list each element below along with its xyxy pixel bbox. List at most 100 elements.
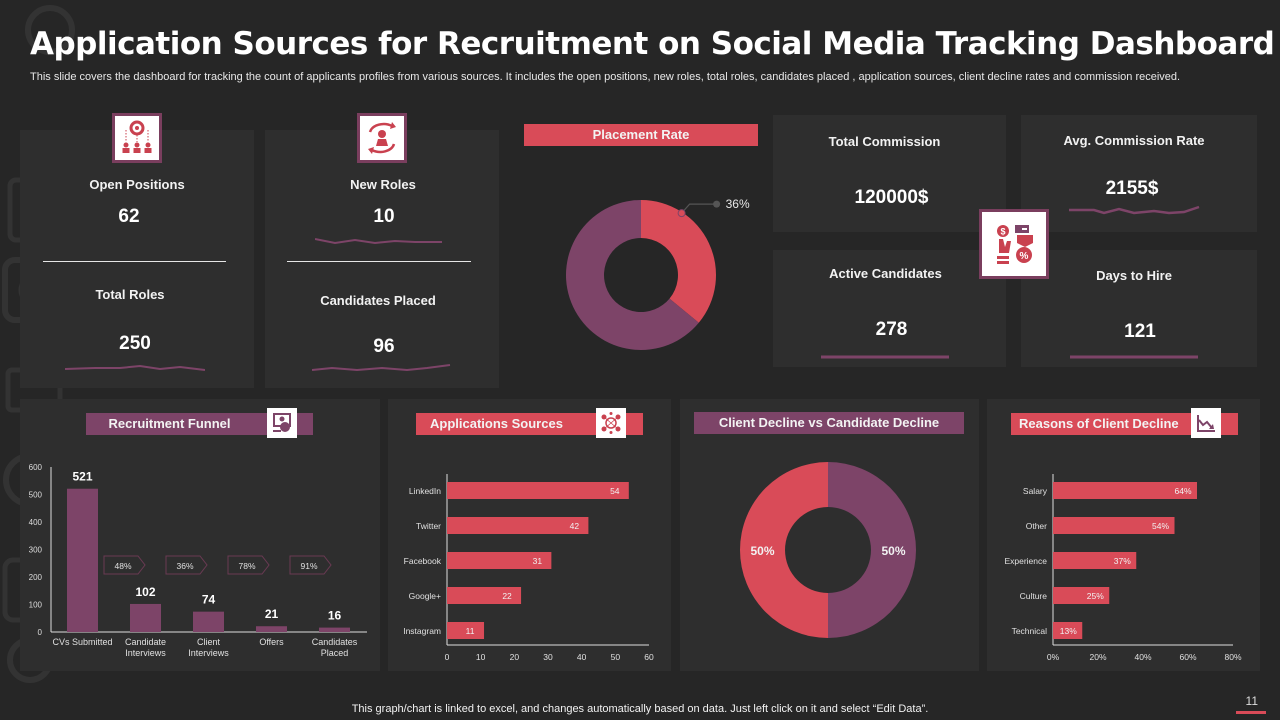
conversion-rate-badge	[227, 555, 270, 575]
y-tick-label: 300	[29, 546, 43, 555]
x-tick-label: Placed	[321, 648, 349, 658]
application-sources-header: Applications Sources	[416, 413, 643, 435]
y-tick-label: Experience	[1004, 556, 1047, 566]
bar-value-label: 25%	[1087, 591, 1104, 601]
candidates-placed-sparkline	[312, 364, 451, 372]
donut-slice-0	[828, 462, 916, 638]
network-people-icon	[596, 408, 626, 438]
bar-3	[256, 626, 287, 632]
page-title: Application Sources for Recruitment on S…	[30, 26, 1275, 62]
bar-2	[193, 611, 224, 632]
kpi-card-total-commission: Total Commission 120000$	[773, 115, 1006, 232]
x-tick-label: 20%	[1089, 652, 1106, 662]
line-chart-down-icon	[1191, 408, 1221, 438]
x-tick-label: 30	[543, 652, 553, 662]
y-tick-label: Google+	[409, 591, 441, 601]
hands-money-percent-icon: $ %	[979, 209, 1049, 279]
bar-2	[1053, 552, 1137, 569]
bar-value-label: 11	[466, 626, 475, 636]
page-subtitle: This slide covers the dashboard for trac…	[30, 71, 1181, 83]
footer-note: This graph/chart is linked to excel, and…	[351, 703, 929, 715]
x-tick-label: 50	[611, 652, 621, 662]
bar-1	[1053, 517, 1175, 534]
bar-3	[1053, 587, 1110, 604]
y-tick-label: Salary	[1023, 486, 1048, 496]
kpi-card-open-total: Open Positions 62 Total Roles 250	[20, 130, 254, 388]
x-tick-label: 20	[510, 652, 520, 662]
decline-comparison-header: Client Decline vs Candidate Decline	[694, 412, 964, 434]
bar-0	[67, 488, 98, 632]
decline-comparison-donut-chart[interactable]: 50% 50%	[720, 450, 940, 650]
y-tick-label: Facebook	[404, 556, 442, 566]
y-tick-label: Culture	[1020, 591, 1048, 601]
placement-rate-header: Placement Rate	[524, 124, 758, 146]
total-roles-sparkline	[65, 364, 205, 371]
y-tick-label: Other	[1026, 521, 1047, 531]
application-sources-card	[388, 399, 671, 671]
x-tick-label: 80%	[1224, 652, 1241, 662]
x-tick-label: 60%	[1179, 652, 1196, 662]
kpi-divider	[287, 261, 471, 262]
page-number-underline	[1236, 711, 1266, 714]
avg-commission-sparkline	[1069, 205, 1200, 215]
x-tick-label: Offers	[259, 637, 284, 647]
x-tick-label: Candidate	[125, 637, 166, 647]
bar-value-label: 54%	[1152, 521, 1169, 531]
kpi-card-active-candidates: Active Candidates 278	[773, 250, 1006, 367]
bar-value-label: 74	[202, 593, 216, 607]
conversion-rate-badge	[289, 555, 332, 575]
kpi-card-new-placed: New Roles 10 Candidates Placed 96	[265, 130, 499, 388]
svg-text:%: %	[1020, 251, 1029, 262]
y-tick-label: 500	[29, 491, 43, 500]
decline-reasons-chart[interactable]: 64% Salary 54% Other 37% Experience 25% Culture…	[987, 468, 1260, 668]
y-tick-label: 0	[38, 628, 43, 637]
bar-1	[447, 517, 589, 534]
bar-value-label: 54	[610, 486, 620, 496]
y-tick-label: Instagram	[403, 626, 441, 636]
bar-4	[447, 622, 485, 639]
x-tick-label: Interviews	[125, 648, 166, 658]
application-sources-chart[interactable]: 54 LinkedIn 42 Twitter 31 Facebook 22 Google+ 11…	[388, 468, 671, 668]
x-tick-label: 60	[644, 652, 654, 662]
leader-dot	[677, 209, 686, 218]
leader-line	[681, 203, 717, 214]
kpi-card-avg-commission: Avg. Commission Rate 2155$	[1021, 115, 1257, 232]
x-tick-label: Interviews	[188, 648, 229, 658]
x-tick-label: Candidates	[312, 637, 358, 647]
total-commission-label: Total Commission	[828, 134, 941, 149]
x-tick-label: 0%	[1047, 652, 1060, 662]
open-positions-label: Open Positions	[89, 177, 185, 192]
donut-slice-0	[641, 200, 716, 323]
y-tick-label: LinkedIn	[409, 486, 441, 496]
x-tick-label: Client	[197, 637, 221, 647]
avg-commission-rate-label: Avg. Commission Rate	[1063, 133, 1205, 148]
y-tick-label: 400	[29, 518, 43, 527]
x-tick-label: 40%	[1134, 652, 1151, 662]
conversion-rate-label: 91%	[300, 561, 317, 571]
kpi-divider	[43, 261, 226, 262]
new-roles-value: 10	[373, 206, 395, 227]
total-commission-value: 120000$	[854, 187, 929, 208]
decline-reasons-header: Reasons of Client Decline	[1011, 413, 1238, 435]
y-tick-label: 100	[29, 601, 43, 610]
bar-value-label: 31	[533, 556, 543, 566]
y-tick-label: Technical	[1012, 626, 1048, 636]
bar-value-label: 16	[328, 609, 342, 623]
recruitment-funnel-header: Recruitment Funnel	[86, 413, 313, 435]
new-roles-sparkline	[315, 238, 442, 245]
y-tick-label: 600	[29, 463, 43, 472]
days-to-hire-sparkline	[1070, 355, 1198, 359]
bar-value-label: 37%	[1114, 556, 1131, 566]
bar-value-label: 21	[265, 607, 279, 621]
candidates-placed-label: Candidates Placed	[320, 293, 436, 308]
conversion-rate-badge	[165, 555, 208, 575]
bar-4	[319, 627, 350, 632]
recruitment-funnel-chart[interactable]: 0 100 200 300 400 500 600 521 CVs Submitted 102 Ca…	[20, 455, 380, 665]
conversion-rate-label: 36%	[176, 561, 193, 571]
leader-end-dot	[713, 200, 721, 208]
bar-3	[447, 587, 522, 604]
kpi-card-days-to-hire: Days to Hire 121	[1021, 250, 1257, 367]
placement-rate-donut-chart[interactable]: 36%	[540, 180, 770, 370]
avg-commission-rate-value: 2155$	[1105, 178, 1159, 199]
total-roles-label: Total Roles	[95, 287, 165, 302]
